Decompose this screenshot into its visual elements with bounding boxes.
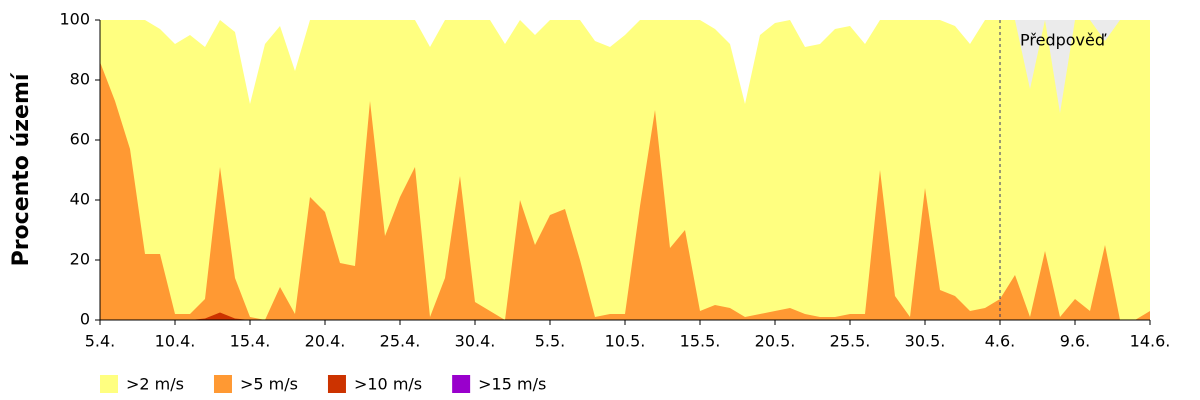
- x-tick-label: 5.5.: [535, 332, 566, 351]
- y-tick-label: 0: [80, 310, 90, 329]
- legend-label: >15 m/s: [478, 375, 546, 394]
- legend-swatch: [100, 375, 118, 393]
- y-tick-label: 80: [70, 70, 90, 89]
- legend-label: >5 m/s: [240, 375, 298, 394]
- legend-label: >10 m/s: [354, 375, 422, 394]
- legend-swatch: [213, 375, 232, 393]
- x-tick-label: 10.5.: [605, 332, 646, 351]
- x-tick-label: 10.4.: [155, 332, 196, 351]
- legend-label: >2 m/s: [126, 375, 184, 394]
- y-tick-label: 20: [70, 250, 90, 269]
- x-tick-label: 5.4.: [85, 332, 116, 351]
- x-tick-label: 30.4.: [455, 332, 496, 351]
- area: [100, 312, 1150, 320]
- area: [100, 20, 1150, 320]
- y-tick-label: 60: [70, 130, 90, 149]
- x-tick-label: 20.5.: [755, 332, 796, 351]
- x-tick-label: 15.4.: [230, 332, 271, 351]
- x-tick-label: 9.6.: [1060, 332, 1091, 351]
- x-tick-label: 20.4.: [305, 332, 346, 351]
- y-tick-label: 40: [70, 190, 90, 209]
- y-axis-label: Procento území: [9, 72, 34, 266]
- area: [100, 62, 1150, 320]
- x-tick-label: 30.5.: [905, 332, 946, 351]
- y-tick-label: 100: [59, 10, 90, 29]
- x-tick-label: 25.5.: [830, 332, 871, 351]
- x-tick-label: 4.6.: [985, 332, 1016, 351]
- x-tick-label: 25.4.: [380, 332, 421, 351]
- legend-swatch: [452, 375, 471, 393]
- x-tick-label: 14.6.: [1130, 332, 1171, 351]
- x-tick-label: 15.5.: [680, 332, 721, 351]
- legend-swatch: [327, 375, 346, 393]
- forecast-label: Předpověď: [1020, 31, 1107, 50]
